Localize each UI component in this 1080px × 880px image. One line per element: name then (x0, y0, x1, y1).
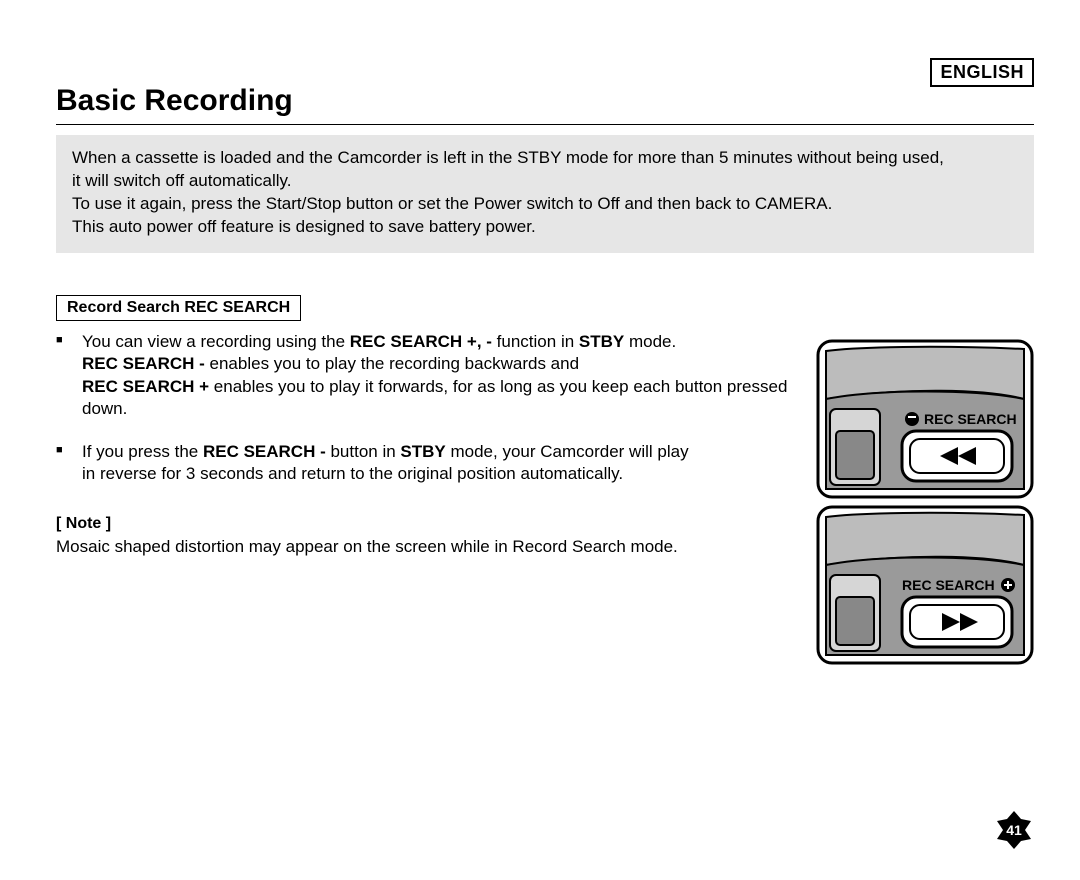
b1-pre: You can view a recording using the (82, 332, 350, 351)
b1-bold1: REC SEARCH +, - (350, 332, 492, 351)
info-callout-box: When a cassette is loaded and the Camcor… (56, 135, 1034, 253)
bullet-2: If you press the REC SEARCH - button in … (82, 441, 798, 486)
b1-line2-rest: enables you to play the recording backwa… (205, 354, 579, 373)
bullet-list: You can view a recording using the REC S… (56, 331, 798, 486)
page-number: 41 (994, 810, 1034, 850)
b1-mid1: function in (492, 332, 579, 351)
note-label: [ Note ] (56, 513, 798, 534)
info-line-4: This auto power off feature is designed … (72, 217, 536, 236)
manual-page: ENGLISH Basic Recording When a cassette … (0, 0, 1080, 880)
page-number-badge: 41 (994, 810, 1034, 850)
b1-line2-bold: REC SEARCH - (82, 354, 205, 373)
rec-search-minus-illustration: REC SEARCH (816, 339, 1034, 499)
b2-bold2: STBY (400, 442, 445, 461)
illustration-column: REC SEARCH REC SEARCH (816, 339, 1034, 665)
b1-line3-bold: REC SEARCH + (82, 377, 209, 396)
content-row: You can view a recording using the REC S… (56, 331, 1034, 665)
b1-bold2: STBY (579, 332, 624, 351)
b1-post1: mode. (624, 332, 676, 351)
language-badge: ENGLISH (930, 58, 1034, 87)
info-line-1: When a cassette is loaded and the Camcor… (72, 148, 944, 167)
info-line-2: it will switch off automatically. (72, 171, 292, 190)
section-heading: Record Search REC SEARCH (56, 295, 301, 321)
rec-search-plus-illustration: REC SEARCH (816, 505, 1034, 665)
b2-pre: If you press the (82, 442, 203, 461)
rec-search-plus-label: REC SEARCH (902, 577, 995, 593)
b2-bold1: REC SEARCH - (203, 442, 326, 461)
page-title: Basic Recording (56, 84, 1034, 118)
rec-search-minus-label: REC SEARCH (924, 411, 1017, 427)
info-line-3: To use it again, press the Start/Stop bu… (72, 194, 832, 213)
title-rule (56, 124, 1034, 125)
b2-mid1: button in (326, 442, 401, 461)
bullet-1: You can view a recording using the REC S… (82, 331, 798, 421)
b2-post1: mode, your Camcorder will play (446, 442, 689, 461)
note-text: Mosaic shaped distortion may appear on t… (56, 536, 798, 558)
text-column: You can view a recording using the REC S… (56, 331, 798, 665)
b2-line2: in reverse for 3 seconds and return to t… (82, 463, 798, 485)
